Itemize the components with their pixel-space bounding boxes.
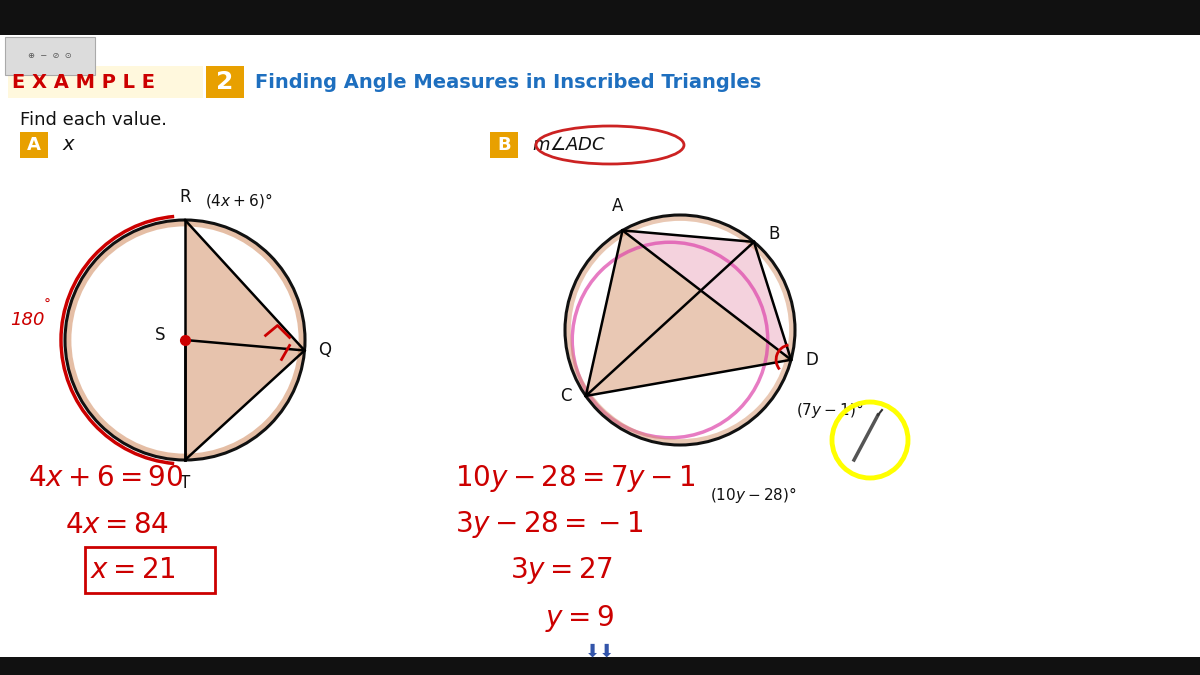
Polygon shape <box>185 220 305 460</box>
Text: $3y=27$: $3y=27$ <box>510 554 613 585</box>
Text: D: D <box>805 351 818 369</box>
Bar <box>5 37 95 75</box>
Text: R: R <box>179 188 191 206</box>
Text: B: B <box>497 136 511 154</box>
Polygon shape <box>623 230 791 360</box>
Text: $4x+6=90$: $4x+6=90$ <box>28 464 184 492</box>
Text: $(10y - 28)°$: $(10y - 28)°$ <box>710 485 797 505</box>
Text: °: ° <box>43 298 50 312</box>
Text: ⬇⬇: ⬇⬇ <box>584 643 616 661</box>
Text: 2: 2 <box>216 70 234 94</box>
Bar <box>20 132 48 158</box>
Text: $y=9$: $y=9$ <box>545 603 614 634</box>
Text: E X A M P L E: E X A M P L E <box>12 72 155 92</box>
Bar <box>85 547 215 593</box>
Text: $x=21$: $x=21$ <box>90 556 176 584</box>
Polygon shape <box>586 230 791 396</box>
Bar <box>0 0 1200 35</box>
Text: Q: Q <box>318 342 331 360</box>
Text: A: A <box>28 136 41 154</box>
Text: Finding Angle Measures in Inscribed Triangles: Finding Angle Measures in Inscribed Tria… <box>256 72 761 92</box>
Text: A: A <box>612 197 623 215</box>
Text: 180: 180 <box>10 311 44 329</box>
Text: T: T <box>180 474 190 492</box>
Bar <box>206 66 244 98</box>
Text: S: S <box>155 326 166 344</box>
Text: m$\angle$$ADC$: m$\angle$$ADC$ <box>532 136 606 154</box>
Bar <box>0 657 1200 675</box>
Text: $3y-28=-1$: $3y-28=-1$ <box>455 510 643 541</box>
Text: $x$: $x$ <box>62 136 77 155</box>
Text: Find each value.: Find each value. <box>20 111 167 129</box>
Bar <box>490 132 518 158</box>
Text: ⊕  −  ⊘  ⊙: ⊕ − ⊘ ⊙ <box>28 51 72 61</box>
Bar <box>8 66 203 98</box>
Text: $(4x + 6)°$: $(4x + 6)°$ <box>205 191 272 210</box>
Text: C: C <box>560 387 571 405</box>
Text: B: B <box>768 225 779 243</box>
Text: $4x=84$: $4x=84$ <box>65 511 169 539</box>
Text: $(7y - 1)°$: $(7y - 1)°$ <box>796 400 863 420</box>
Text: $10y-28=7y-1$: $10y-28=7y-1$ <box>455 462 695 493</box>
